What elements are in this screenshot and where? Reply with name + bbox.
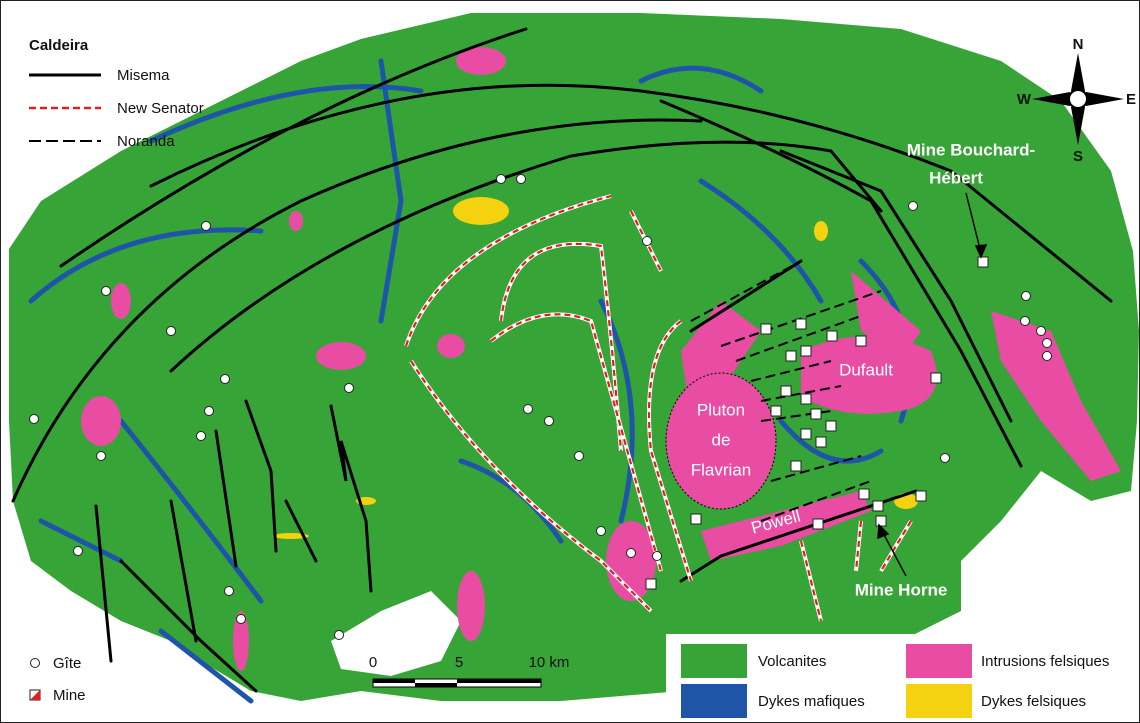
new-senator-faults: [404, 194, 913, 622]
place-label: Hébert: [929, 168, 983, 187]
compass-s: S: [1073, 148, 1083, 165]
symbol-legend: Gîte Mine: [29, 655, 86, 704]
legend-label: Dykes felsiques: [981, 693, 1086, 710]
place-label: Mine Horne: [855, 580, 948, 599]
pluton-outline: [665, 372, 777, 510]
symbol-label: Mine: [53, 687, 86, 704]
scale-label: 5: [455, 654, 463, 671]
symbol-label: Gîte: [53, 655, 81, 672]
legend-label: New Senator: [117, 100, 204, 117]
compass-e: E: [1126, 91, 1136, 108]
legend-label: Misema: [117, 67, 170, 84]
deposit-markers: [29, 174, 1052, 640]
unit-legend: Volcanites Intrusions felsiques Dykes ma…: [666, 634, 1139, 722]
scale-label: 10 km: [529, 654, 570, 671]
callout-arrows: [877, 192, 988, 577]
legend-label: Dykes mafiques: [758, 693, 865, 710]
legend-label: Intrusions felsiques: [981, 653, 1109, 670]
lake: [331, 591, 461, 676]
place-label: Mine Bouchard-: [907, 140, 1035, 159]
scale-bar: 0 5 10 km: [369, 654, 570, 688]
place-label: de: [712, 430, 731, 449]
fault-legend: Misema New Senator Noranda: [29, 67, 204, 150]
scale-label: 0: [369, 654, 377, 671]
legend-label: Volcanites: [758, 653, 826, 670]
place-label: Dufault: [839, 360, 893, 379]
place-label: Flavrian: [691, 460, 751, 479]
volcanites-area: [9, 13, 1139, 701]
legend-label: Noranda: [117, 133, 175, 150]
title: Caldeira: [29, 37, 89, 54]
felsic-intrusions: [81, 47, 1121, 671]
place-label: Pluton: [697, 400, 745, 419]
compass: N S E W: [1017, 36, 1136, 165]
compass-w: W: [1017, 91, 1032, 108]
misema-faults: [11, 27, 1113, 693]
compass-n: N: [1073, 36, 1084, 53]
